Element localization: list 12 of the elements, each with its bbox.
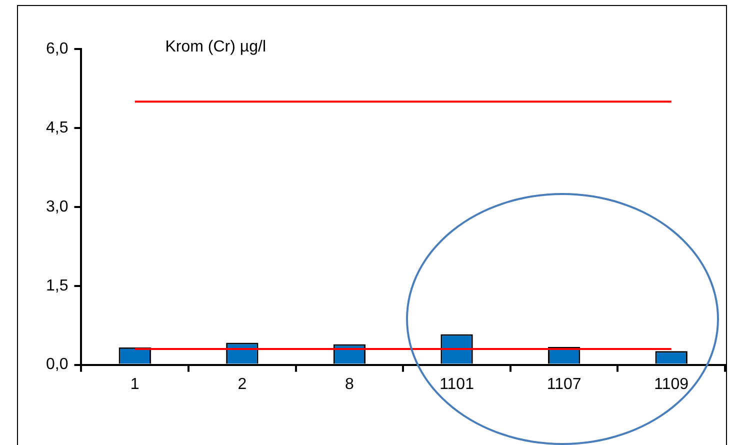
x-tick-label: 1109 bbox=[654, 376, 689, 393]
chart-title: Krom (Cr) µg/l bbox=[165, 38, 266, 56]
y-tick-label: 3,0 bbox=[46, 198, 68, 216]
y-tick-label: 0,0 bbox=[46, 356, 68, 374]
x-tick-label: 1107 bbox=[546, 376, 582, 393]
x-tick-label: 1 bbox=[130, 376, 140, 393]
x-tick-label: 1101 bbox=[440, 376, 474, 393]
y-tick-label: 1,5 bbox=[46, 277, 68, 294]
y-tick-label: 4,5 bbox=[46, 119, 68, 136]
x-tick-label: 8 bbox=[345, 376, 354, 393]
y-tick-label: 6,0 bbox=[46, 40, 68, 58]
x-tick-label: 2 bbox=[238, 376, 247, 393]
